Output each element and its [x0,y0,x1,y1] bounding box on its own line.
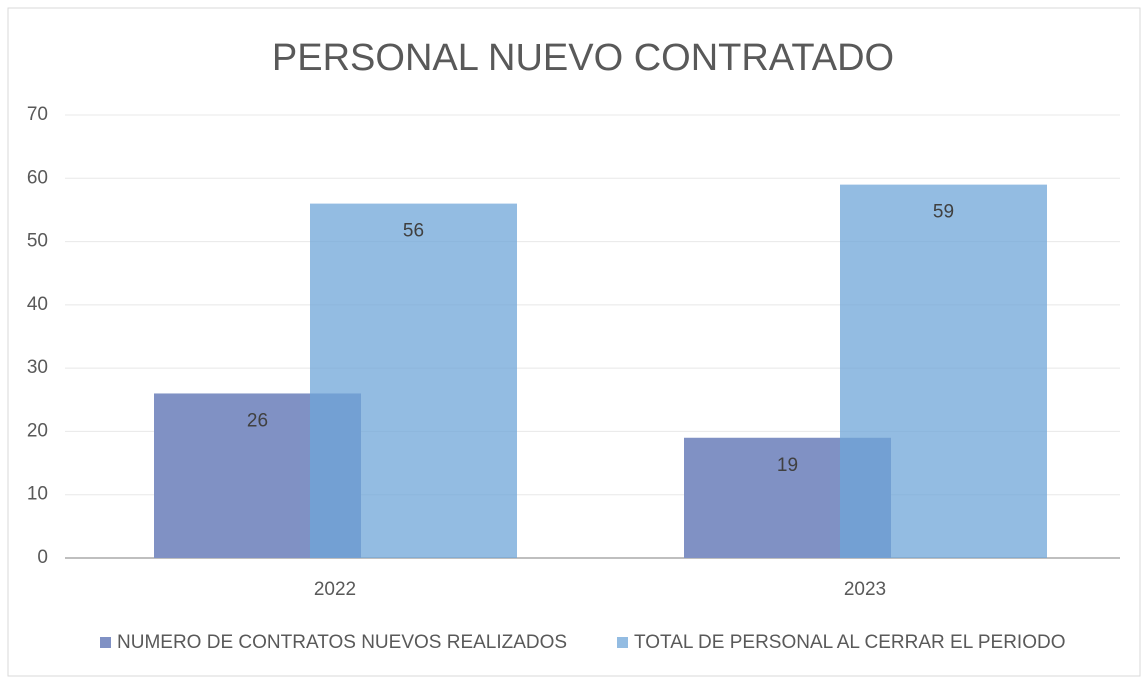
bar [310,203,517,558]
data-label: 19 [777,455,798,476]
legend-swatch [100,637,111,648]
data-label: 26 [247,410,268,431]
y-tick-label: 50 [27,231,48,252]
y-tick-label: 30 [27,357,48,378]
bar [840,184,1047,558]
data-label: 56 [403,221,424,242]
x-tick-label: 2023 [844,579,886,600]
legend-swatch [617,637,628,648]
y-tick-label: 60 [27,167,48,188]
legend-label: TOTAL DE PERSONAL AL CERRAR EL PERIODO [634,632,1066,653]
y-tick-label: 40 [27,294,48,315]
chart-title: PERSONAL NUEVO CONTRATADO [272,37,894,79]
data-label: 59 [933,202,954,223]
y-tick-label: 0 [37,547,48,568]
y-tick-label: 20 [27,420,48,441]
y-tick-label: 10 [27,484,48,505]
y-tick-label: 70 [27,104,48,125]
x-tick-label: 2022 [314,579,356,600]
legend-label: NUMERO DE CONTRATOS NUEVOS REALIZADOS [117,632,567,653]
